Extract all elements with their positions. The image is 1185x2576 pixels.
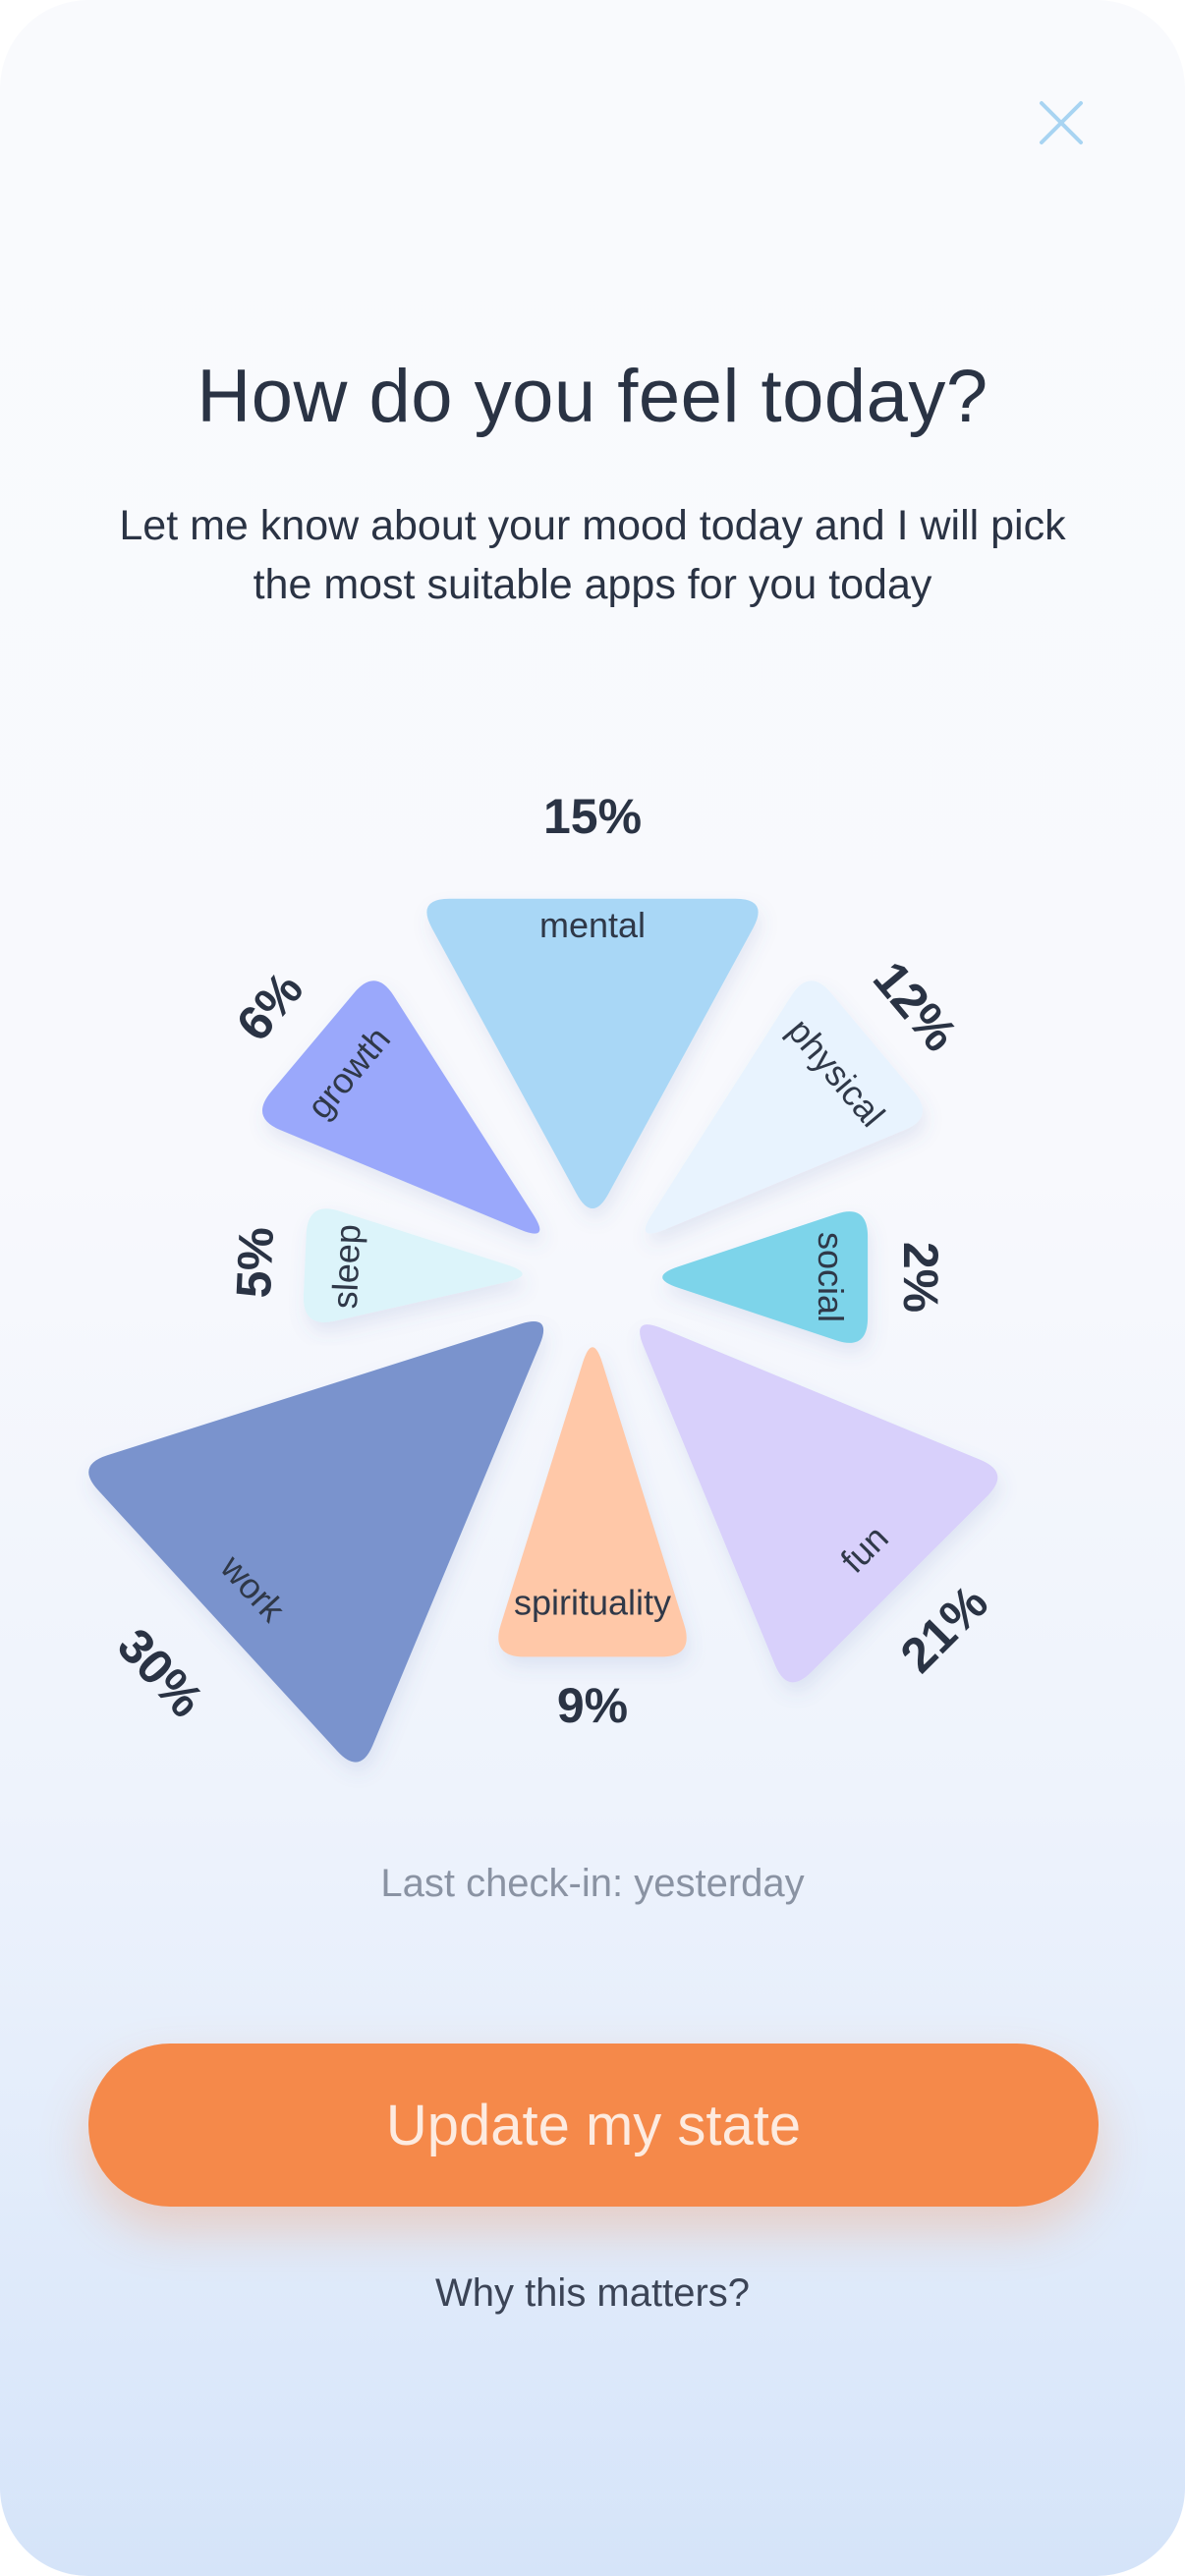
mood-percent-physical: 12% bbox=[863, 951, 968, 1062]
mood-petal-social[interactable] bbox=[662, 1211, 869, 1343]
mood-percent-sleep: 5% bbox=[226, 1226, 284, 1300]
mood-percent-mental: 15% bbox=[543, 789, 642, 844]
mood-petal-growth[interactable] bbox=[261, 980, 540, 1234]
mood-label-mental: mental bbox=[539, 905, 646, 945]
mood-petal-mental[interactable] bbox=[426, 898, 759, 1209]
mood-wheel: mental 15% physical 12% social 2% fun 21% spirit… bbox=[0, 668, 1185, 1827]
mood-percent-fun: 21% bbox=[890, 1575, 998, 1683]
mood-petal-spirituality[interactable] bbox=[498, 1347, 687, 1657]
mood-percent-social: 2% bbox=[893, 1242, 948, 1313]
close-button[interactable] bbox=[1032, 93, 1091, 152]
mood-label-spirituality: spirituality bbox=[514, 1583, 671, 1623]
mood-percent-spirituality: 9% bbox=[557, 1678, 628, 1733]
mood-petal-sleep[interactable] bbox=[303, 1208, 523, 1322]
page-title: How do you feel today? bbox=[197, 355, 988, 438]
mood-label-sleep: sleep bbox=[324, 1223, 368, 1310]
mood-petal-fun[interactable] bbox=[640, 1324, 998, 1683]
why-this-matters-link[interactable]: Why this matters? bbox=[434, 2271, 751, 2315]
mood-percent-work: 30% bbox=[107, 1618, 214, 1728]
mood-label-social: social bbox=[811, 1232, 851, 1322]
mood-petal-physical[interactable] bbox=[645, 980, 924, 1234]
last-checkin-text: Last check-in: yesterday bbox=[380, 1862, 805, 1905]
mood-percent-growth: 6% bbox=[226, 962, 313, 1051]
update-state-button[interactable]: Update my state bbox=[88, 2044, 1099, 2207]
mood-petal-work[interactable] bbox=[88, 1320, 544, 1763]
page-subtitle: Let me know about your mood today and I … bbox=[119, 502, 1066, 608]
close-icon bbox=[1040, 101, 1083, 144]
